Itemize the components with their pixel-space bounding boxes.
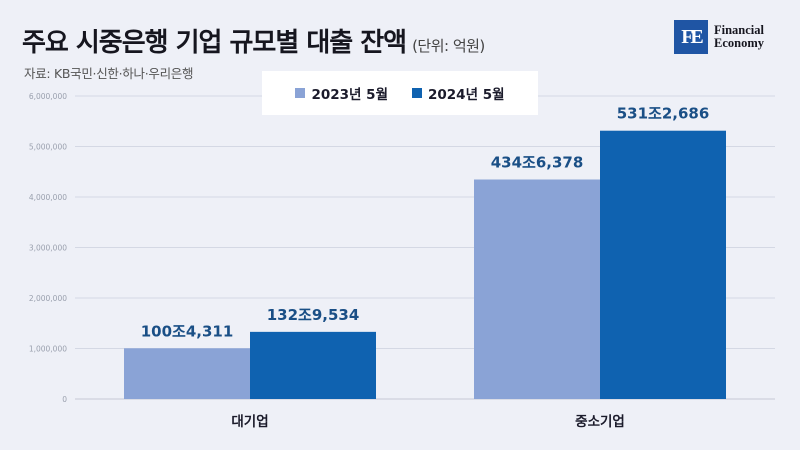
legend-swatch-2024 — [412, 88, 422, 98]
legend-item-2024: 2024년 5월 — [412, 83, 505, 103]
logo-text: Financial Economy — [714, 24, 764, 50]
y-tick-label: 6,000,000 — [29, 92, 67, 101]
source-note: 자료: KB국민·신한·하나·우리은행 — [24, 66, 194, 81]
data-label: 531조2,686 — [617, 105, 710, 123]
y-tick-label: 4,000,000 — [29, 193, 67, 202]
y-tick-label: 2,000,000 — [29, 294, 67, 303]
data-label: 100조4,311 — [141, 322, 234, 340]
legend-item-2023: 2023년 5월 — [295, 83, 388, 103]
x-tick-label: 중소기업 — [575, 414, 625, 430]
x-tick-label: 대기업 — [231, 414, 268, 430]
data-label: 434조6,378 — [491, 154, 584, 172]
legend-swatch-2023 — [295, 88, 306, 98]
logo-line-1: Financial — [714, 23, 765, 37]
bar — [250, 331, 376, 399]
y-tick-label: 1,000,000 — [29, 345, 67, 354]
bar — [124, 348, 250, 399]
logo-line-2: Economy — [714, 36, 764, 50]
chart-title: 주요 시중은행 기업 규모별 대출 잔액 — [22, 28, 407, 58]
y-tick-label: 5,000,000 — [29, 143, 67, 152]
legend-label-2024: 2024년 5월 — [428, 87, 505, 103]
data-label: 132조9,534 — [267, 306, 360, 324]
legend: 2023년 5월 2024년 5월 — [262, 71, 538, 115]
y-tick-label: 0 — [62, 395, 67, 404]
bar — [474, 179, 600, 399]
bar — [600, 130, 726, 399]
logo-mark: FE — [674, 20, 708, 54]
y-tick-label: 3,000,000 — [29, 244, 67, 253]
legend-label-2023: 2023년 5월 — [311, 87, 388, 103]
publisher-logo: FE Financial Economy — [674, 20, 764, 54]
title-row: 주요 시중은행 기업 규모별 대출 잔액 (단위: 억원) — [22, 22, 485, 59]
unit-label: (단위: 억원) — [412, 37, 485, 55]
